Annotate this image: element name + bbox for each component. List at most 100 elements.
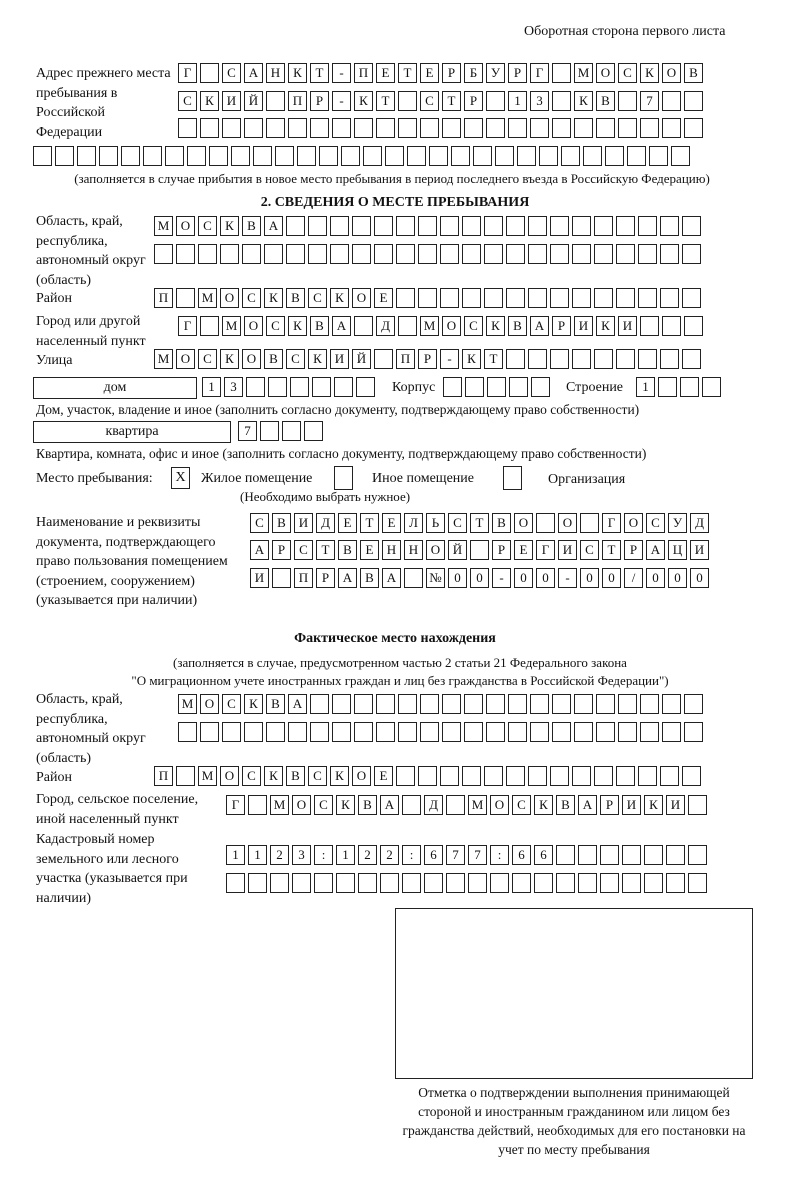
char-cell[interactable]	[244, 722, 263, 742]
char-cell[interactable]: К	[288, 63, 307, 83]
char-cell[interactable]	[596, 118, 615, 138]
char-cell[interactable]	[596, 694, 615, 714]
char-cell[interactable]: С	[618, 63, 637, 83]
char-cell[interactable]	[702, 377, 721, 397]
char-cell[interactable]	[649, 146, 668, 166]
char-cell[interactable]: М	[270, 795, 289, 815]
char-cell[interactable]: А	[530, 316, 549, 336]
char-cell[interactable]	[200, 63, 219, 83]
char-cell[interactable]	[684, 118, 703, 138]
char-cell[interactable]	[528, 216, 547, 236]
char-cell[interactable]	[539, 146, 558, 166]
char-cell[interactable]	[352, 216, 371, 236]
char-cell[interactable]	[429, 146, 448, 166]
char-cell[interactable]	[220, 244, 239, 264]
char-cell[interactable]	[319, 146, 338, 166]
char-cell[interactable]	[638, 349, 657, 369]
char-cell[interactable]: И	[574, 316, 593, 336]
char-cell[interactable]: П	[354, 63, 373, 83]
char-cell[interactable]: А	[332, 316, 351, 336]
char-cell[interactable]: Н	[382, 540, 401, 560]
char-cell[interactable]: 0	[690, 568, 709, 588]
char-cell[interactable]	[354, 316, 373, 336]
char-cell[interactable]	[332, 694, 351, 714]
char-cell[interactable]	[578, 845, 597, 865]
char-cell[interactable]: С	[198, 216, 217, 236]
char-cell[interactable]	[618, 118, 637, 138]
char-cell[interactable]: П	[396, 349, 415, 369]
char-cell[interactable]	[440, 216, 459, 236]
char-cell[interactable]: 3	[292, 845, 311, 865]
char-cell[interactable]: С	[250, 513, 269, 533]
char-cell[interactable]	[176, 288, 195, 308]
char-cell[interactable]	[530, 722, 549, 742]
char-cell[interactable]	[662, 694, 681, 714]
char-cell[interactable]	[594, 216, 613, 236]
char-cell[interactable]: Й	[448, 540, 467, 560]
char-cell[interactable]: Р	[442, 63, 461, 83]
char-cell[interactable]	[443, 377, 462, 397]
char-cell[interactable]	[640, 694, 659, 714]
char-cell[interactable]: -	[332, 63, 351, 83]
char-cell[interactable]: С	[294, 540, 313, 560]
char-cell[interactable]: К	[264, 766, 283, 786]
char-cell[interactable]	[616, 288, 635, 308]
char-cell[interactable]: К	[220, 216, 239, 236]
char-cell[interactable]: Р	[418, 349, 437, 369]
char-cell[interactable]: О	[558, 513, 577, 533]
char-cell[interactable]: -	[332, 91, 351, 111]
char-cell[interactable]: 0	[514, 568, 533, 588]
char-cell[interactable]	[446, 873, 465, 893]
char-cell[interactable]: Е	[420, 63, 439, 83]
char-cell[interactable]	[440, 288, 459, 308]
char-cell[interactable]	[594, 766, 613, 786]
char-cell[interactable]	[550, 766, 569, 786]
char-cell[interactable]	[684, 316, 703, 336]
char-cell[interactable]: Е	[374, 288, 393, 308]
char-cell[interactable]	[512, 873, 531, 893]
char-cell[interactable]	[442, 694, 461, 714]
char-cell[interactable]: Т	[310, 63, 329, 83]
char-cell[interactable]	[682, 288, 701, 308]
char-cell[interactable]: С	[266, 316, 285, 336]
char-cell[interactable]: Р	[310, 91, 329, 111]
char-cell[interactable]	[594, 349, 613, 369]
char-cell[interactable]	[418, 288, 437, 308]
char-cell[interactable]	[178, 118, 197, 138]
char-cell[interactable]	[660, 288, 679, 308]
char-cell[interactable]	[424, 873, 443, 893]
char-cell[interactable]: 0	[580, 568, 599, 588]
char-cell[interactable]	[644, 845, 663, 865]
char-cell[interactable]	[484, 216, 503, 236]
char-cell[interactable]	[486, 118, 505, 138]
char-cell[interactable]: К	[486, 316, 505, 336]
char-cell[interactable]: М	[154, 216, 173, 236]
char-cell[interactable]	[440, 244, 459, 264]
char-cell[interactable]: Д	[376, 316, 395, 336]
char-cell[interactable]	[616, 244, 635, 264]
char-cell[interactable]	[352, 244, 371, 264]
char-cell[interactable]	[275, 146, 294, 166]
char-cell[interactable]: 0	[536, 568, 555, 588]
char-cell[interactable]: 0	[470, 568, 489, 588]
char-cell[interactable]: В	[264, 349, 283, 369]
char-cell[interactable]	[495, 146, 514, 166]
char-cell[interactable]	[398, 722, 417, 742]
char-cell[interactable]	[314, 873, 333, 893]
char-cell[interactable]: С	[420, 91, 439, 111]
char-cell[interactable]	[578, 873, 597, 893]
char-cell[interactable]	[487, 377, 506, 397]
char-cell[interactable]	[490, 873, 509, 893]
char-cell[interactable]	[398, 118, 417, 138]
char-cell[interactable]: 2	[380, 845, 399, 865]
char-cell[interactable]: №	[426, 568, 445, 588]
char-cell[interactable]: В	[266, 694, 285, 714]
char-cell[interactable]: О	[292, 795, 311, 815]
char-cell[interactable]: О	[244, 316, 263, 336]
char-cell[interactable]	[550, 216, 569, 236]
char-cell[interactable]	[231, 146, 250, 166]
char-cell[interactable]: О	[352, 288, 371, 308]
char-cell[interactable]	[396, 216, 415, 236]
char-cell[interactable]: 2	[270, 845, 289, 865]
char-cell[interactable]: /	[624, 568, 643, 588]
